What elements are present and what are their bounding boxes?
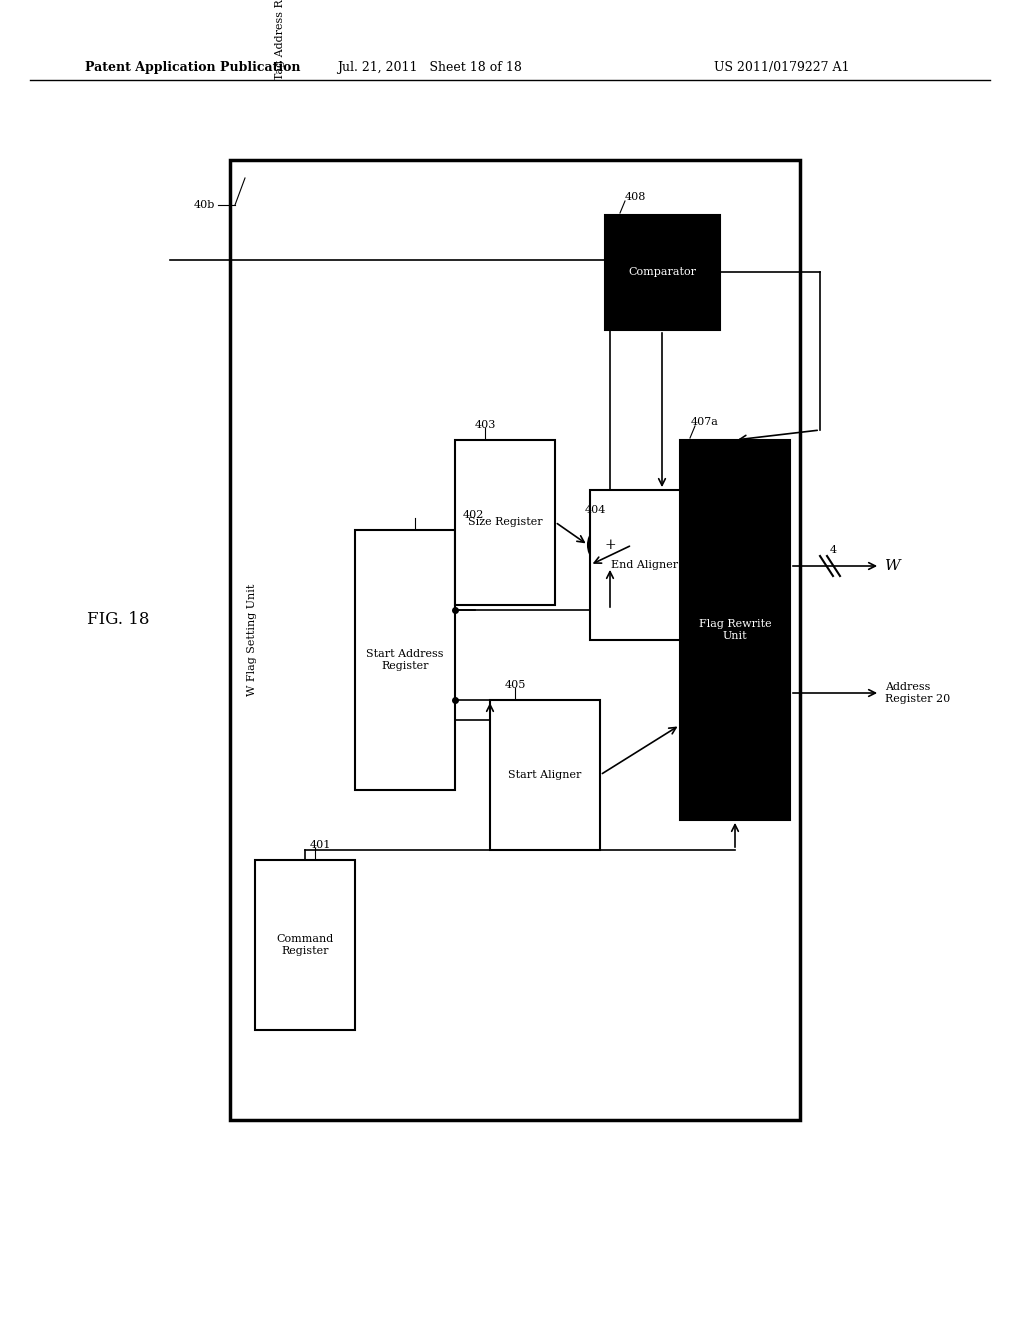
Text: 407a: 407a bbox=[691, 417, 719, 426]
Text: 402: 402 bbox=[462, 510, 483, 520]
Text: 404: 404 bbox=[585, 506, 605, 515]
Bar bbox=[355, 531, 455, 789]
Text: Tag Address Register 20: Tag Address Register 20 bbox=[275, 0, 285, 81]
Bar bbox=[455, 440, 555, 605]
Bar bbox=[590, 490, 700, 640]
Text: Flag Rewrite
Unit: Flag Rewrite Unit bbox=[698, 619, 771, 640]
Text: Start Address
Register: Start Address Register bbox=[367, 649, 443, 671]
Text: 408: 408 bbox=[625, 191, 646, 202]
Bar bbox=[490, 700, 600, 850]
Text: 403: 403 bbox=[474, 420, 496, 430]
Text: 401: 401 bbox=[309, 840, 331, 850]
Bar bbox=[255, 861, 355, 1030]
Text: +: + bbox=[604, 539, 615, 552]
Text: FIG. 18: FIG. 18 bbox=[87, 611, 150, 628]
Text: 405: 405 bbox=[504, 680, 525, 690]
Text: Patent Application Publication: Patent Application Publication bbox=[85, 62, 300, 74]
Text: Command
Register: Command Register bbox=[276, 935, 334, 956]
Text: 406: 406 bbox=[701, 473, 723, 483]
Text: Comparator: Comparator bbox=[628, 267, 696, 277]
Text: US 2011/0179227 A1: US 2011/0179227 A1 bbox=[715, 62, 850, 74]
Bar bbox=[605, 215, 720, 330]
Text: Size Register: Size Register bbox=[468, 517, 543, 527]
Text: 40b: 40b bbox=[194, 201, 215, 210]
Text: W: W bbox=[885, 558, 901, 573]
Text: Jul. 21, 2011   Sheet 18 of 18: Jul. 21, 2011 Sheet 18 of 18 bbox=[338, 62, 522, 74]
Text: Address
Register 20: Address Register 20 bbox=[885, 682, 950, 704]
Bar bbox=[230, 160, 800, 1119]
Text: 4: 4 bbox=[829, 545, 837, 554]
Text: Start Aligner: Start Aligner bbox=[508, 770, 582, 780]
Text: W Flag Setting Unit: W Flag Setting Unit bbox=[247, 583, 257, 696]
Text: End Aligner: End Aligner bbox=[611, 560, 679, 570]
Bar bbox=[680, 440, 790, 820]
